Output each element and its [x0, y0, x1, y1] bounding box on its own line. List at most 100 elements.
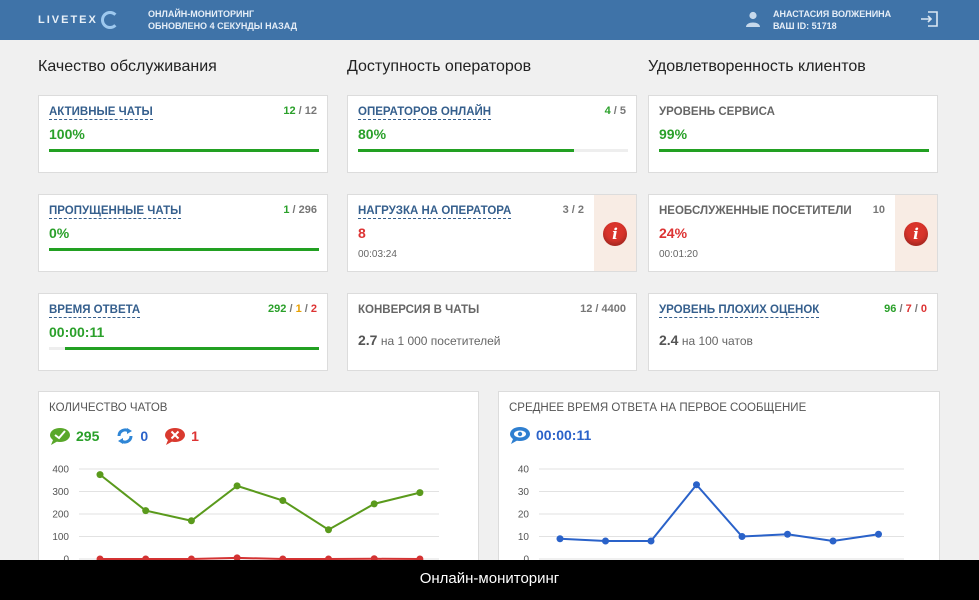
data-point	[233, 482, 241, 490]
card-operator-load: НАГРУЗКА НА ОПЕРАТОРА 3 / 2 8 00:03:24 i	[347, 194, 637, 272]
data-point	[187, 517, 195, 525]
operators-online-progress	[358, 149, 628, 152]
response-time-link[interactable]: ВРЕМЯ ОТВЕТА	[49, 304, 141, 318]
chat-conversion-label: КОНВЕРСИЯ В ЧАТЫ	[358, 304, 480, 316]
service-level-label: УРОВЕНЬ СЕРВИСА	[659, 106, 775, 118]
operators-online-value: 80%	[358, 126, 387, 142]
operator-load-value: 8	[358, 225, 366, 241]
operators-online-count: 4 / 5	[604, 105, 626, 117]
unserved-visitors-label: НЕОБСЛУЖЕННЫЕ ПОСЕТИТЕЛИ	[659, 205, 852, 217]
series-line-0	[99, 473, 421, 531]
eye-bubble-icon	[510, 427, 530, 444]
operators-online-link[interactable]: ОПЕРАТОРОВ ОНЛАЙН	[358, 106, 492, 120]
series-line-0	[559, 483, 879, 543]
chat-count-title: КОЛИЧЕСТВО ЧАТОВ	[49, 402, 168, 414]
card-service-level: УРОВЕНЬ СЕРВИСА 99%	[648, 95, 938, 173]
updated-text: ОБНОВЛЕНО 4 СЕКУНДЫ НАЗАД	[148, 21, 297, 31]
unserved-visitors-value: 24%	[659, 225, 688, 241]
bad-ratings-count: 96 / 7 / 0	[884, 303, 927, 315]
card-active-chats: АКТИВНЫЕ ЧАТЫ 12 / 12 100%	[38, 95, 328, 173]
section-title-availability: Доступность операторов	[347, 58, 532, 75]
operator-load-count: 3 / 2	[562, 204, 584, 216]
unserved-visitors-time: 00:01:20	[659, 249, 698, 260]
operator-load-link[interactable]: НАГРУЗКА НА ОПЕРАТОРА	[358, 205, 512, 219]
user-icon	[746, 11, 760, 27]
active-chats-value: 100%	[49, 126, 85, 142]
data-point	[647, 537, 655, 545]
unserved-visitors-count: 10	[872, 204, 885, 216]
data-point	[556, 535, 564, 543]
data-point	[233, 554, 241, 562]
stat-transfer: 0	[115, 426, 148, 446]
y-tick-label: 400	[52, 465, 69, 476]
y-tick-label: 200	[52, 510, 69, 521]
card-missed-chats: ПРОПУЩЕННЫЕ ЧАТЫ 1 / 296 0%	[38, 194, 328, 272]
livetex-logo[interactable]: LIVETEX	[38, 10, 119, 30]
response-time-progress	[49, 347, 319, 350]
data-point	[142, 507, 150, 515]
first-response-chart: 40 30 20 10 0	[518, 465, 904, 566]
chat-count-chart: 400 300 200 100 0	[52, 465, 439, 566]
y-tick-label: 10	[518, 532, 530, 543]
response-time-count: 292 / 1 / 2	[268, 303, 317, 315]
card-bad-ratings: УРОВЕНЬ ПЛОХИХ ОЦЕНОК 96 / 7 / 0 2.4 на …	[648, 293, 938, 371]
first-response-stats: 00:00:11	[509, 426, 607, 444]
series-line-1	[100, 556, 420, 560]
service-level-value: 99%	[659, 126, 688, 142]
answered-count: 295	[76, 428, 100, 444]
missed-count: 1	[191, 428, 199, 444]
transfer-count: 0	[140, 428, 149, 444]
missed-chats-count: 1 / 296	[283, 204, 317, 216]
logout-icon[interactable]	[920, 11, 938, 27]
y-tick-label: 40	[518, 465, 530, 476]
monitoring-status: ОНЛАЙН-МОНИТОРИНГ ОБНОВЛЕНО 4 СЕКУНДЫ НА…	[148, 8, 297, 32]
operator-load-time: 00:03:24	[358, 249, 397, 260]
section-title-satisfaction: Удовлетворенность клиентов	[648, 58, 866, 75]
unserved-visitors-alert: i	[895, 195, 937, 271]
logo-text: LIVETEX	[38, 14, 98, 26]
service-level-progress	[659, 149, 929, 152]
data-point	[693, 481, 700, 489]
chat-bubble-icon	[50, 428, 70, 445]
active-chats-link[interactable]: АКТИВНЫЕ ЧАТЫ	[49, 106, 153, 120]
missed-chat-icon	[165, 428, 186, 445]
missed-chats-progress	[49, 248, 319, 251]
panel-first-response: СРЕДНЕЕ ВРЕМЯ ОТВЕТА НА ПЕРВОЕ СООБЩЕНИЕ…	[498, 391, 940, 566]
missed-chats-value: 0%	[49, 225, 70, 241]
card-operators-online: ОПЕРАТОРОВ ОНЛАЙН 4 / 5 80%	[347, 95, 637, 173]
caption: Онлайн-мониторинг	[0, 560, 979, 600]
stat-first-response: 00:00:11	[509, 426, 591, 444]
data-point	[784, 530, 791, 538]
operator-load-alert: i	[594, 195, 636, 271]
logo-swirl-icon	[100, 11, 119, 29]
active-chats-progress	[49, 149, 319, 152]
card-response-time: ВРЕМЯ ОТВЕТА 292 / 1 / 2 00:00:11	[38, 293, 328, 371]
data-point	[829, 537, 837, 545]
refresh-arrows-icon	[117, 428, 133, 444]
user-name: АНАСТАСИЯ ВОЛЖЕНИНА	[773, 9, 892, 19]
y-tick-label: 20	[518, 510, 530, 521]
y-tick-label: 100	[52, 532, 69, 543]
data-point	[738, 533, 746, 540]
data-point	[96, 471, 104, 479]
y-tick-label: 300	[52, 487, 69, 498]
data-point	[370, 500, 378, 508]
alert-info-icon[interactable]: i	[904, 222, 928, 246]
first-response-title: СРЕДНЕЕ ВРЕМЯ ОТВЕТА НА ПЕРВОЕ СООБЩЕНИЕ	[509, 402, 807, 414]
user-info[interactable]: АНАСТАСИЯ ВОЛЖЕНИНА ВАШ ID: 51718	[773, 8, 891, 32]
first-response-time: 00:00:11	[536, 427, 592, 443]
alert-info-icon[interactable]: i	[603, 222, 627, 246]
card-unserved-visitors: НЕОБСЛУЖЕННЫЕ ПОСЕТИТЕЛИ 10 24% 00:01:20…	[648, 194, 938, 272]
bad-ratings-link[interactable]: УРОВЕНЬ ПЛОХИХ ОЦЕНОК	[659, 304, 820, 318]
active-chats-count: 12 / 12	[283, 105, 317, 117]
monitoring-title: ОНЛАЙН-МОНИТОРИНГ	[148, 9, 255, 19]
panel-chat-count: КОЛИЧЕСТВО ЧАТОВ 295 0	[38, 391, 479, 566]
data-point	[602, 537, 609, 545]
missed-chats-link[interactable]: ПРОПУЩЕННЫЕ ЧАТЫ	[49, 205, 182, 219]
y-tick-label: 0	[523, 555, 529, 566]
section-title-quality: Качество обслуживания	[38, 58, 217, 75]
stat-missed: 1	[164, 427, 199, 445]
y-tick-label: 0	[63, 555, 69, 566]
top-bar: LIVETEX ОНЛАЙН-МОНИТОРИНГ ОБНОВЛЕНО 4 СЕ…	[0, 0, 979, 40]
card-chat-conversion: КОНВЕРСИЯ В ЧАТЫ 12 / 4400 2.7 на 1 000 …	[347, 293, 637, 371]
